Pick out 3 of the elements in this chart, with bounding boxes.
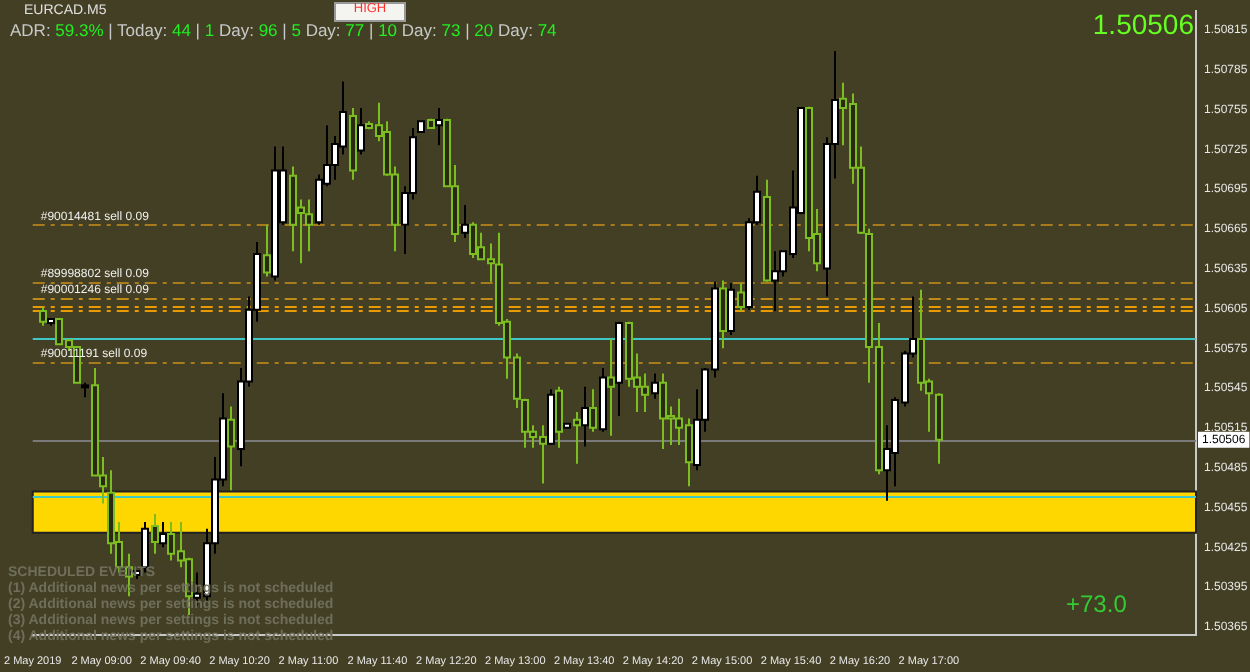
annotation: 1.50506 (1092, 8, 1194, 40)
annotation: +73.0 (1066, 590, 1127, 618)
text: ADR: 59.3% | Today: 44 | 1 Day: 96 | 5 Day: 77 | 10 Day: 73 | 20 Day: 74 (10, 20, 557, 40)
